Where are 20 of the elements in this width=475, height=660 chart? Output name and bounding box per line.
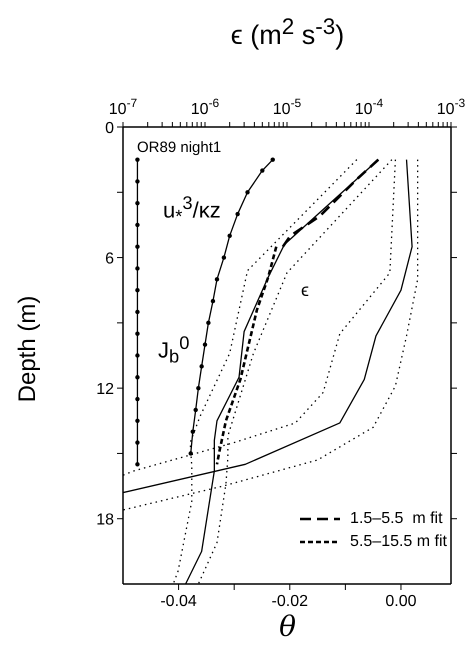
y-tick-label: 12 bbox=[96, 381, 114, 398]
annotation: OR89 night1 bbox=[137, 139, 222, 156]
x2-tick-label: 10$^{-5}$ bbox=[272, 96, 302, 118]
y-tick-label: 0 bbox=[105, 120, 114, 137]
x-tick-label: 0.00 bbox=[385, 593, 417, 610]
x-axis-title: θ bbox=[278, 610, 297, 643]
y-axis-title: Depth (m) bbox=[14, 294, 42, 404]
x2-tick-label: 10$^{-6}$ bbox=[190, 96, 220, 118]
x2-axis-title: ϵ (m$^{2}$ s$^{-3}$) bbox=[230, 14, 346, 51]
x2-tick-label: 10$^{-7}$ bbox=[108, 96, 138, 118]
x2-tick-label: 10$^{-3}$ bbox=[436, 96, 466, 118]
annotation: u$_{*}$$^{3}$/κz bbox=[163, 192, 221, 227]
legend-label: 5.5–15.5 m fit bbox=[350, 532, 447, 550]
legend-label: 1.5–5.5 m fit bbox=[350, 510, 443, 528]
x-tick-label: -0.02 bbox=[272, 593, 308, 610]
x-tick-label: -0.04 bbox=[160, 593, 197, 610]
y-tick-label: 6 bbox=[105, 250, 114, 268]
annotation: ϵ bbox=[301, 280, 309, 301]
y-tick-label: 18 bbox=[96, 512, 114, 529]
x2-tick-label: 10$^{-4}$ bbox=[354, 96, 384, 118]
